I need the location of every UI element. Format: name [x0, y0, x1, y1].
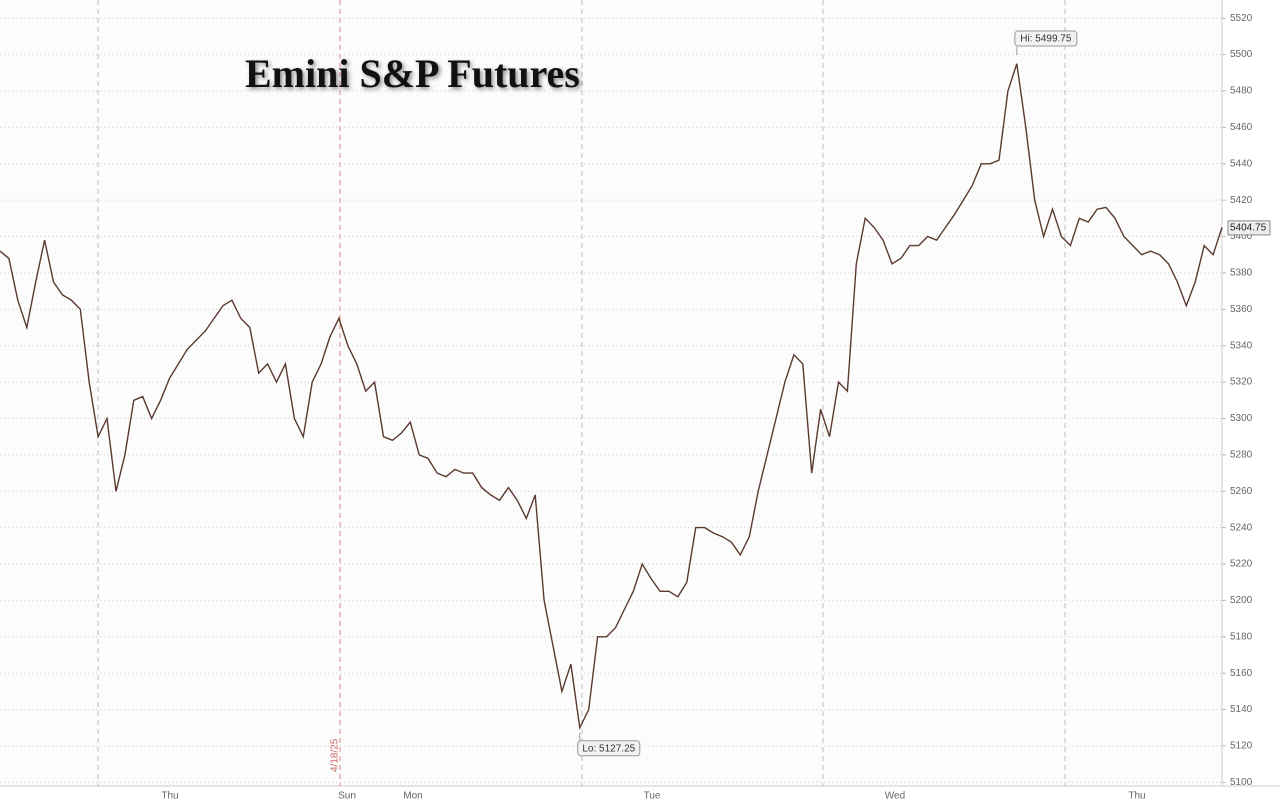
y-tick-label: 5420 [1230, 195, 1253, 206]
last-price-box [1227, 220, 1271, 236]
price-line [0, 63, 1223, 731]
y-tick-label: 5500 [1230, 49, 1253, 60]
y-tick-label: 5320 [1230, 377, 1253, 388]
date-marker: 4/18/25 [330, 738, 341, 772]
y-tick-label: 5120 [1230, 741, 1253, 752]
y-tick-label: 5360 [1230, 304, 1253, 315]
annotation-label: Lo: 5127.25 [582, 743, 635, 754]
y-tick-label: 5400 [1230, 231, 1253, 242]
x-tick-label: Wed [885, 791, 905, 802]
plot-area [0, 0, 1222, 786]
y-tick-label: 5520 [1230, 13, 1253, 24]
annotation-box [1014, 30, 1078, 47]
y-tick-label: 5280 [1230, 450, 1253, 461]
y-tick-label: 5240 [1230, 522, 1253, 533]
y-tick-label: 5260 [1230, 486, 1253, 497]
y-tick-label: 5200 [1230, 595, 1253, 606]
y-tick-label: 5440 [1230, 158, 1253, 169]
y-tick-label: 5220 [1230, 559, 1253, 570]
y-tick-label: 5180 [1230, 631, 1253, 642]
x-tick-label: Mon [403, 791, 422, 802]
x-tick-label: Sun [338, 791, 356, 802]
y-tick-label: 5340 [1230, 340, 1253, 351]
y-tick-label: 5480 [1230, 86, 1253, 97]
x-tick-label: Thu [161, 791, 178, 802]
last-price-label: 5404.75 [1230, 223, 1267, 234]
x-tick-label: Tue [644, 791, 661, 802]
annotation-label: Hi: 5499.75 [1020, 34, 1072, 45]
y-tick-label: 5100 [1230, 777, 1253, 788]
y-tick-label: 5300 [1230, 413, 1253, 424]
annotation-box [577, 740, 641, 757]
y-tick-label: 5140 [1230, 704, 1253, 715]
chart-title: Emini S&P Futures [245, 51, 580, 96]
y-tick-label: 5460 [1230, 122, 1253, 133]
y-tick-label: 5380 [1230, 268, 1253, 279]
y-tick-label: 5160 [1230, 668, 1253, 679]
x-tick-label: Thu [1128, 791, 1145, 802]
